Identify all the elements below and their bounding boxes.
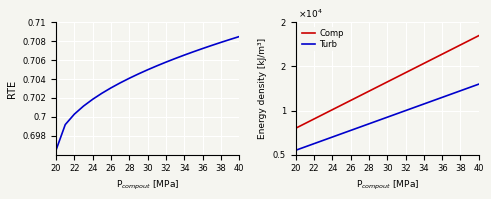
Turb [320,139,326,141]
Turb [302,146,308,148]
Turb [476,83,482,85]
X-axis label: P$_{comp out}$ [MPa]: P$_{comp out}$ [MPa] [355,179,419,192]
Turb [311,142,317,145]
X-axis label: P$_{comp out}$ [MPa]: P$_{comp out}$ [MPa] [116,179,179,192]
Turb [393,113,399,115]
Comp [430,58,436,60]
Line: Comp: Comp [296,36,479,128]
Turb [430,100,436,102]
Turb [439,96,445,99]
Comp [476,34,482,37]
Comp [421,62,427,65]
Comp [403,71,409,74]
Comp [311,118,317,120]
Y-axis label: RTE: RTE [7,79,17,98]
Turb [293,149,299,151]
Turb [467,86,473,89]
Comp [339,104,345,106]
Comp [320,113,326,116]
Comp [448,48,454,51]
Turb [384,116,390,118]
Y-axis label: Energy density [kJ/m³]: Energy density [kJ/m³] [258,38,267,139]
Line: Turb: Turb [296,84,479,150]
Comp [293,127,299,129]
Comp [329,108,335,111]
Turb [366,123,372,125]
Text: $\times 10^4$: $\times 10^4$ [298,7,322,20]
Comp [467,39,473,41]
Comp [302,122,308,125]
Turb [329,136,335,138]
Legend: Comp, Turb: Comp, Turb [300,27,346,51]
Turb [421,103,427,105]
Turb [412,106,418,108]
Turb [348,129,354,132]
Turb [403,109,409,112]
Comp [393,76,399,78]
Turb [458,90,464,92]
Turb [357,126,363,128]
Turb [448,93,454,95]
Comp [375,85,381,88]
Comp [384,81,390,83]
Turb [375,119,381,122]
Turb [339,133,345,135]
Comp [412,67,418,69]
Comp [458,44,464,46]
Comp [348,99,354,102]
Comp [357,95,363,97]
Comp [439,53,445,55]
Comp [366,90,372,92]
